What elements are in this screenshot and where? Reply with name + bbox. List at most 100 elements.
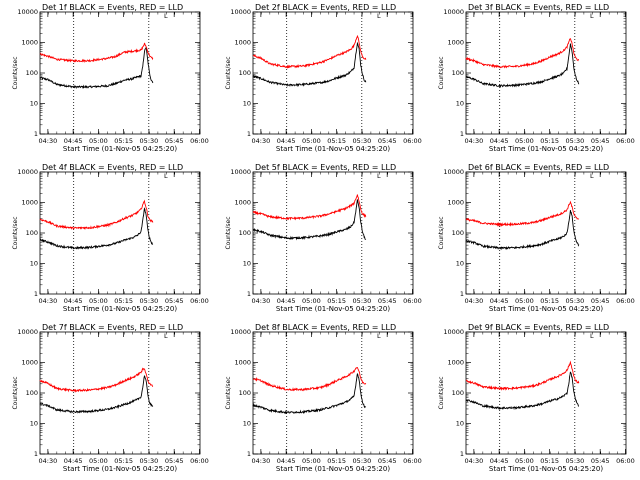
panel-title: Det 4f BLACK = Events, RED = LLD [42, 163, 183, 172]
y-tick-label: 10000 [230, 8, 251, 16]
plot-frame [465, 11, 627, 135]
legend-marker: L [590, 332, 594, 340]
lld-series-line [39, 367, 154, 393]
x-tick-label: 05:30 [140, 457, 159, 465]
y-tick-label: 1 [247, 130, 251, 138]
y-axis-label: Counts/sec [438, 56, 445, 89]
y-tick-label: 1000 [21, 199, 38, 207]
plot-frame [39, 11, 201, 135]
events-series-line [252, 41, 367, 88]
legend-marker: L [377, 332, 381, 340]
lld-series-line [252, 366, 367, 392]
y-tick-label: 10 [30, 420, 38, 428]
x-tick-label: 05:15 [540, 137, 559, 145]
events-series-line [39, 207, 154, 250]
y-axis-label: Counts/sec [12, 56, 19, 89]
y-tick-label: 1 [460, 450, 464, 458]
x-tick-label: 04:45 [277, 457, 296, 465]
legend-marker: L [377, 12, 381, 20]
x-tick-label: 04:45 [64, 297, 83, 305]
x-tick-label: 06:00 [616, 297, 635, 305]
x-tick-label: 05:45 [378, 457, 397, 465]
x-tick-label: 05:00 [89, 137, 108, 145]
panel-title: Det 3f BLACK = Events, RED = LLD [468, 3, 609, 12]
x-tick-label: 06:00 [403, 457, 422, 465]
x-tick-label: 05:30 [566, 297, 585, 305]
y-tick-label: 100 [239, 229, 251, 237]
x-tick-label: 05:45 [165, 457, 184, 465]
y-tick-label: 10 [456, 100, 464, 108]
x-tick-label: 05:45 [591, 137, 610, 145]
y-axis-label: Counts/sec [12, 376, 19, 409]
x-tick-label: 05:15 [327, 297, 346, 305]
x-tick-label: 04:45 [490, 297, 509, 305]
x-tick-label: 05:15 [327, 457, 346, 465]
legend-marker: L [590, 172, 594, 180]
x-tick-label: 04:45 [64, 137, 83, 145]
events-series-line [465, 43, 580, 88]
y-tick-label: 100 [452, 389, 464, 397]
x-tick-label: 05:00 [515, 457, 534, 465]
y-tick-label: 10000 [230, 168, 251, 176]
x-tick-label: 05:30 [140, 297, 159, 305]
x-tick-label: 06:00 [616, 137, 635, 145]
x-tick-label: 06:00 [403, 137, 422, 145]
y-tick-label: 10000 [17, 168, 38, 176]
y-axis-label: Counts/sec [225, 56, 232, 89]
y-tick-label: 1 [34, 290, 38, 298]
plot-frame [465, 331, 627, 455]
panel-title: Det 8f BLACK = Events, RED = LLD [255, 323, 396, 332]
y-tick-label: 10000 [17, 328, 38, 336]
legend-marker: L [164, 332, 168, 340]
y-tick-label: 100 [239, 69, 251, 77]
x-tick-label: 05:45 [165, 297, 184, 305]
x-tick-label: 04:45 [490, 457, 509, 465]
x-tick-label: 05:45 [591, 457, 610, 465]
x-axis-label: Start Time (01-Nov-05 04:25:20) [63, 305, 177, 313]
events-series-line [252, 373, 367, 415]
x-tick-label: 05:15 [540, 297, 559, 305]
y-tick-label: 1 [460, 130, 464, 138]
x-tick-label: 04:30 [464, 457, 483, 465]
y-tick-label: 10000 [443, 328, 464, 336]
x-tick-label: 04:30 [251, 297, 270, 305]
y-tick-label: 1000 [447, 39, 464, 47]
lld-series-line [465, 200, 580, 227]
panel-title: Det 6f BLACK = Events, RED = LLD [468, 163, 609, 172]
plot-frame [252, 331, 414, 455]
y-tick-label: 100 [26, 389, 38, 397]
y-tick-label: 1000 [234, 199, 251, 207]
x-tick-label: 05:15 [114, 457, 133, 465]
x-tick-label: 05:15 [114, 137, 133, 145]
x-tick-label: 05:00 [302, 297, 321, 305]
y-tick-label: 10000 [443, 168, 464, 176]
y-tick-label: 1 [34, 450, 38, 458]
y-tick-label: 1000 [234, 39, 251, 47]
y-tick-label: 1 [460, 290, 464, 298]
y-tick-label: 10000 [230, 328, 251, 336]
y-tick-label: 10 [456, 420, 464, 428]
events-series-line [252, 199, 367, 241]
x-tick-label: 05:15 [114, 297, 133, 305]
y-tick-label: 10000 [443, 8, 464, 16]
x-tick-label: 05:45 [378, 297, 397, 305]
x-tick-label: 05:30 [140, 137, 159, 145]
x-tick-label: 05:30 [353, 457, 372, 465]
x-axis-label: Start Time (01-Nov-05 04:25:20) [276, 465, 390, 473]
panel-title: Det 2f BLACK = Events, RED = LLD [255, 3, 396, 12]
lld-series-line [252, 34, 367, 69]
y-axis-label: Counts/sec [12, 216, 19, 249]
x-tick-label: 04:45 [277, 137, 296, 145]
y-tick-label: 10000 [17, 8, 38, 16]
x-tick-label: 04:45 [277, 297, 296, 305]
y-tick-label: 10 [456, 260, 464, 268]
x-tick-label: 05:30 [566, 457, 585, 465]
legend-marker: L [164, 172, 168, 180]
x-tick-label: 05:00 [302, 137, 321, 145]
y-tick-label: 100 [26, 69, 38, 77]
x-axis-label: Start Time (01-Nov-05 04:25:20) [63, 465, 177, 473]
